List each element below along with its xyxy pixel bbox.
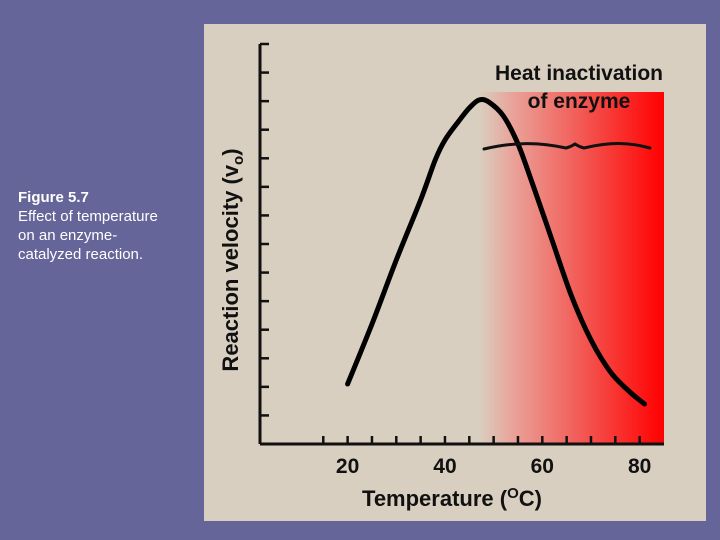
x-axis-label: Temperature (OC) [362, 485, 542, 511]
chart-panel: 20 40 60 80 Heat inactivation of enzyme Rea… [204, 24, 706, 521]
x-tick-label: 40 [433, 455, 456, 478]
x-tick-label: 60 [531, 455, 554, 478]
x-tick-label: 20 [336, 455, 359, 478]
annotation-brace [482, 142, 652, 151]
temperature-chart: 20 40 60 80 Heat inactivation of enzyme Rea… [218, 42, 664, 511]
caption-line: on an enzyme- [18, 227, 118, 244]
caption-title: Figure 5.7 [18, 189, 89, 206]
x-axis-ticks [322, 436, 641, 444]
y-axis-label: Reaction velocity (vo) [218, 148, 247, 371]
figure-caption: Figure 5.7 Effect of temperature on an e… [18, 188, 200, 264]
velocity-curve [345, 96, 647, 407]
caption-line: Effect of temperature [18, 208, 158, 225]
heat-inactivation-region [479, 92, 664, 444]
annotation-line-2: of enzyme [528, 90, 631, 113]
x-tick-label: 80 [628, 455, 651, 478]
annotation-line-1: Heat inactivation [495, 62, 663, 85]
caption-line: catalyzed reaction. [18, 246, 144, 263]
x-tick-labels: 20 40 60 80 [336, 455, 651, 478]
